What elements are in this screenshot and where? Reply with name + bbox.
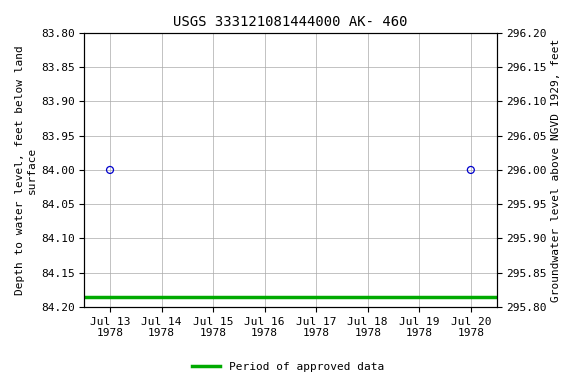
Y-axis label: Groundwater level above NGVD 1929, feet: Groundwater level above NGVD 1929, feet xyxy=(551,38,561,301)
Legend: Period of approved data: Period of approved data xyxy=(188,358,388,377)
Point xyxy=(466,167,475,173)
Y-axis label: Depth to water level, feet below land
surface: Depth to water level, feet below land su… xyxy=(15,45,37,295)
Title: USGS 333121081444000 AK- 460: USGS 333121081444000 AK- 460 xyxy=(173,15,408,29)
Point xyxy=(105,167,115,173)
